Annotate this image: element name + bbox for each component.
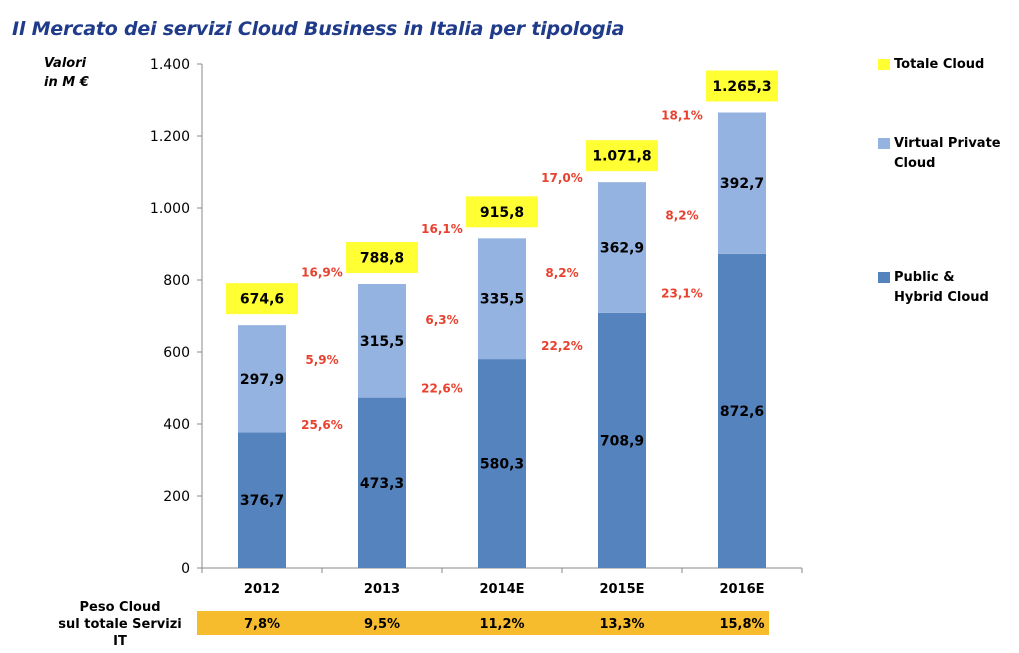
legend-public-label-2: Hybrid Cloud	[894, 290, 989, 305]
legend-vpc-swatch	[878, 138, 890, 149]
x-tick-label: 2012	[244, 582, 280, 597]
legend-vpc-label-1: Virtual Private	[894, 136, 1001, 151]
bar-public-hybrid	[358, 397, 406, 568]
peso-cloud-strip	[197, 611, 769, 635]
growth-vpc: 6,3%	[425, 313, 458, 327]
bar-virtual-private	[598, 182, 646, 313]
peso-cloud-value: 11,2%	[479, 617, 524, 632]
unit-label: Valori in M €	[44, 54, 89, 92]
peso-cloud-value: 7,8%	[244, 617, 280, 632]
y-tick-label: 1.400	[150, 57, 190, 73]
growth-total: 17,0%	[541, 171, 583, 185]
bar-virtual-private	[478, 238, 526, 360]
y-tick-label: 1.200	[150, 129, 190, 145]
unit-label-line-1: Valori	[44, 56, 87, 71]
growth-total: 16,1%	[421, 222, 463, 236]
bar-public-hybrid	[478, 359, 526, 568]
data-label-vpc: 362,9	[600, 240, 644, 256]
total-label: 1.265,3	[712, 79, 771, 95]
y-tick-label: 0	[181, 561, 190, 577]
data-label-vpc: 392,7	[720, 176, 764, 192]
y-tick-label: 1.000	[150, 201, 190, 217]
growth-public: 23,1%	[661, 286, 703, 300]
unit-label-line-2: in M €	[44, 75, 89, 90]
data-label-public: 473,3	[360, 476, 404, 492]
growth-total: 16,9%	[301, 266, 343, 280]
data-label-public: 376,7	[240, 493, 284, 509]
total-label: 915,8	[480, 205, 524, 221]
x-tick-label: 2016E	[719, 582, 764, 597]
bar-virtual-private	[358, 284, 406, 398]
y-tick-label: 200	[163, 489, 190, 505]
legend-total-label: Totale Cloud	[894, 57, 985, 72]
legend-public-label-1: Public &	[894, 270, 955, 285]
growth-public: 25,6%	[301, 418, 343, 432]
peso-cloud-label-line-2: sul totale Servizi IT	[58, 617, 182, 649]
legend-public-swatch	[878, 272, 890, 283]
growth-total: 18,1%	[661, 108, 703, 122]
peso-cloud-value: 13,3%	[599, 617, 644, 632]
total-label: 1.071,8	[592, 149, 651, 165]
growth-vpc: 5,9%	[305, 353, 338, 367]
peso-cloud-value: 15,8%	[719, 617, 764, 632]
data-label-public: 872,6	[720, 404, 764, 420]
chart-title: Il Mercato dei servizi Cloud Business in…	[12, 18, 625, 40]
growth-vpc: 8,2%	[665, 208, 698, 222]
data-label-vpc: 315,5	[360, 334, 404, 350]
growth-public: 22,6%	[421, 381, 463, 395]
total-label-box	[226, 283, 298, 315]
total-label-box	[586, 140, 658, 172]
y-tick-label: 800	[163, 273, 190, 289]
x-tick-label: 2013	[364, 582, 400, 597]
y-tick-label: 400	[163, 417, 190, 433]
peso-cloud-label-line-1: Peso Cloud	[79, 600, 161, 615]
growth-vpc: 8,2%	[545, 266, 578, 280]
data-label-vpc: 297,9	[240, 372, 284, 388]
bar-virtual-private	[718, 112, 766, 254]
bar-public-hybrid	[718, 253, 766, 568]
bar-public-hybrid	[598, 312, 646, 568]
x-tick-label: 2015E	[599, 582, 644, 597]
growth-public: 22,2%	[541, 339, 583, 353]
peso-cloud-value: 9,5%	[364, 617, 400, 632]
data-label-public: 708,9	[600, 433, 644, 449]
data-label-public: 580,3	[480, 457, 524, 473]
legend-vpc-label-2: Cloud	[894, 156, 936, 171]
bar-public-hybrid	[238, 432, 286, 568]
total-label: 674,6	[240, 292, 284, 308]
bar-virtual-private	[238, 325, 286, 433]
y-tick-label: 600	[163, 345, 190, 361]
data-label-vpc: 335,5	[480, 292, 524, 308]
legend-total-swatch	[878, 59, 890, 70]
total-label-box	[466, 196, 538, 228]
total-label-box	[706, 70, 778, 102]
total-label: 788,8	[360, 251, 404, 267]
peso-cloud-label: Peso Cloud sul totale Servizi IT	[50, 599, 190, 650]
total-label-box	[346, 242, 418, 274]
x-tick-label: 2014E	[479, 582, 524, 597]
